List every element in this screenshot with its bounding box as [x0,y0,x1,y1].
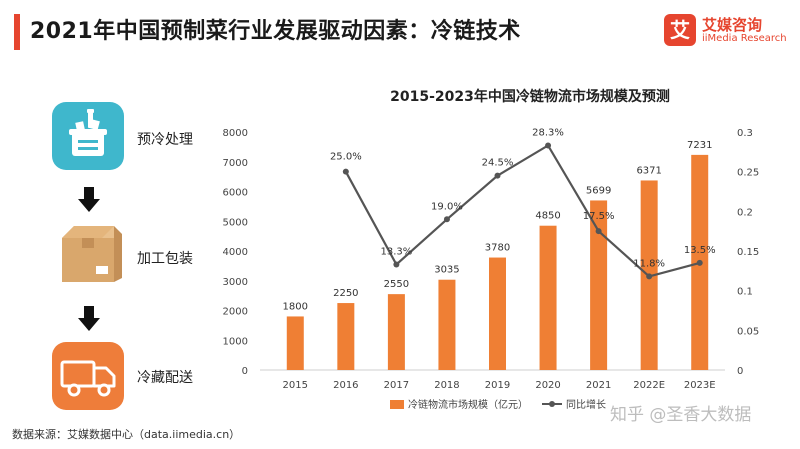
data-source: 数据来源：艾媒数据中心（data.iimedia.cn） [12,428,241,441]
arrow-down-icon [78,187,100,212]
chart-title: 2015-2023年中国冷链物流市场规模及预测 [390,89,670,105]
bar [489,257,506,370]
bar-value-label: 1800 [283,301,308,312]
title-accent-bar [14,14,20,50]
legend-label-line: 同比增长 [566,398,606,411]
brand-logo-icon: 艾 [664,14,696,46]
x-tick-label: 2019 [485,380,510,391]
brand-name-en: iiMedia Research [702,33,787,44]
x-tick-label: 2023E [684,380,716,391]
y-left-tick-label: 3000 [223,277,248,288]
step-label-processing: 加工包装 [137,251,193,267]
bar-value-label: 6371 [636,165,661,176]
growth-point [696,259,703,266]
bar-value-label: 3035 [434,265,459,276]
growth-point [443,216,450,223]
y-left-tick-label: 2000 [223,307,248,318]
step-label-delivery: 冷藏配送 [137,370,193,386]
bar-value-label: 4850 [535,211,560,222]
bar-value-label: 5699 [586,185,611,196]
y-left-tick-label: 4000 [223,247,248,258]
growth-point [646,273,653,280]
delivery-truck-icon [52,342,124,410]
legend-label-bar: 冷链物流市场规模（亿元） [408,398,528,411]
bar [387,294,405,370]
y-right-tick-label: 0.2 [737,207,753,218]
growth-value-label: 28.3% [532,127,564,138]
growth-point [393,261,400,268]
y-left-tick-label: 7000 [223,158,248,169]
bar-value-label: 3780 [485,243,510,254]
bar [539,225,557,370]
growth-point [342,168,349,175]
watermark: 知乎 @圣香大数据 [610,405,752,425]
growth-value-label: 24.5% [482,158,514,169]
y-right-tick-label: 0 [737,366,743,377]
y-left-tick-label: 5000 [223,217,248,228]
ice-bucket-icon [52,102,124,170]
y-right-tick-label: 0.1 [737,287,753,298]
growth-value-label: 19.0% [431,201,463,212]
y-left-tick-label: 0 [242,366,248,377]
step-label-precool: 预冷处理 [137,132,193,148]
growth-line [344,143,701,278]
bar-value-label: 2250 [333,288,358,299]
growth-value-label: 17.5% [583,211,615,222]
growth-point [595,228,602,235]
arrow-down-icon [78,306,100,331]
x-tick-label: 2017 [384,380,409,391]
y-right-tick-label: 0.05 [737,326,759,337]
growth-value-label: 25.0% [330,152,362,163]
bar [438,279,456,370]
legend-swatch-bar [390,400,404,409]
growth-value-label: 13.5% [684,245,716,256]
bar [590,200,608,370]
x-tick-label: 2021 [586,380,611,391]
x-tick-label: 2022E [633,380,665,391]
growth-value-label: 13.3% [380,246,412,257]
page-title: 2021年中国预制菜行业发展驱动因素：冷链技术 [30,19,521,44]
x-tick-label: 2018 [434,380,459,391]
y-right-tick-label: 0.15 [737,247,759,258]
brand: 艾 艾媒咨询 iiMedia Research [664,12,787,52]
bar [337,303,355,370]
y-right-tick-label: 0.25 [737,168,759,179]
legend-swatch-point [549,401,555,407]
brand-name-cn: 艾媒咨询 [702,16,763,34]
combo-chart: 0 1000 2000 3000 4000 5000 6000 7000 8000 0 0.05 0.… [223,127,760,411]
bar [286,316,304,370]
growth-point [494,172,501,179]
bar-value-label: 2550 [384,279,409,290]
y-left-tick-label: 1000 [223,336,248,347]
growth-point [545,142,552,149]
x-tick-label: 2015 [283,380,308,391]
x-tick-label: 2020 [535,380,560,391]
growth-value-label: 11.8% [633,258,665,269]
package-box-icon [52,222,124,290]
x-tick-label: 2016 [333,380,358,391]
y-left-tick-label: 6000 [223,188,248,199]
y-right-tick-label: 0.3 [737,128,753,139]
bar-value-label: 7231 [687,140,712,151]
y-left-tick-label: 8000 [223,128,248,139]
